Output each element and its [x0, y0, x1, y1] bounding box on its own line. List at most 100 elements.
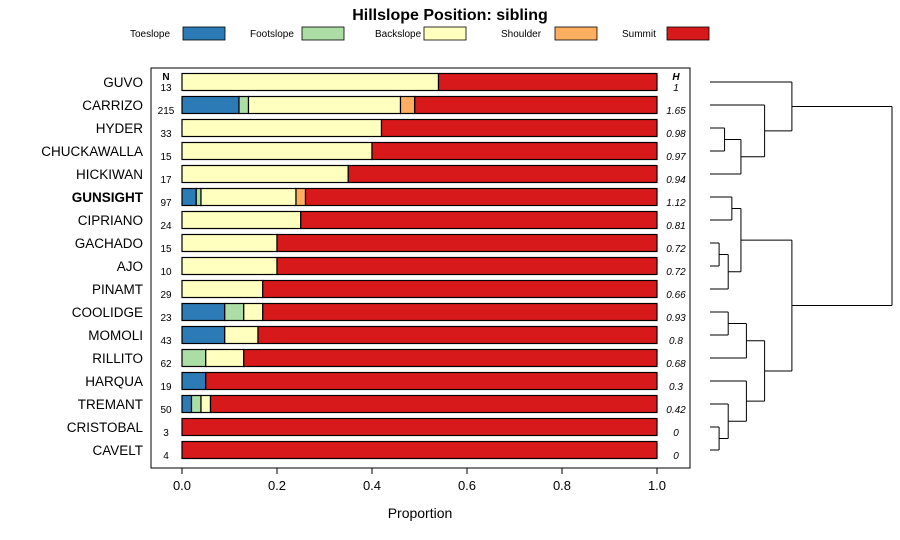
row-label-cipriano: CIPRIANO — [78, 213, 143, 228]
bar-segment-hickiwan-backslope — [181, 164, 349, 184]
n-value-momoli: 43 — [160, 336, 172, 347]
bar-segment-gachado-summit — [276, 233, 658, 253]
h-values: 1 1.65 0.98 0.97 0.94 1.12 0.81 0.72 0.72 0.66 0.9… — [666, 83, 686, 462]
bar-segment-ajo-summit — [276, 256, 658, 276]
row-label-momoli: MOMOLI — [88, 328, 143, 343]
n-value-ajo: 10 — [160, 267, 172, 278]
bar-segment-pinamt-summit — [262, 279, 658, 299]
row-label-carrizo: CARRIZO — [82, 98, 143, 113]
plot-border — [150, 67, 691, 469]
h-value-ajo: 0.72 — [666, 267, 686, 278]
bar-row-harqua — [181, 371, 658, 391]
dendrogram-link-15 — [791, 105, 893, 307]
h-value-hyder: 0.98 — [666, 129, 686, 140]
bar-row-momoli — [181, 325, 658, 345]
h-value-gachado: 0.72 — [666, 244, 686, 255]
x-tick-label-2: 0.4 — [363, 478, 381, 493]
n-value-coolidge: 23 — [160, 313, 172, 324]
h-value-hickiwan: 0.94 — [666, 175, 686, 186]
n-value-gunsight: 97 — [160, 198, 172, 209]
bar-segment-tremant-backslope — [200, 394, 212, 414]
n-column-header: N — [162, 72, 169, 83]
n-value-carrizo: 215 — [158, 106, 175, 117]
bar-row-rillito — [181, 348, 658, 368]
bar-segment-tremant-summit — [209, 394, 658, 414]
n-value-hyder: 33 — [160, 129, 172, 140]
row-label-gunsight: GUNSIGHT — [72, 190, 144, 205]
x-tick-label-4: 0.8 — [553, 478, 571, 493]
bar-row-cipriano — [181, 210, 658, 230]
h-value-carrizo: 1.65 — [666, 106, 686, 117]
bar-segment-coolidge-footslope — [224, 302, 245, 322]
row-label-chuckawalla: CHUCKAWALLA — [41, 144, 143, 159]
bar-row-tremant — [181, 394, 658, 414]
bar-segment-gunsight-backslope — [200, 187, 297, 207]
bars — [181, 72, 658, 460]
n-values: 13 215 33 15 17 97 24 15 10 29 23 43 62 19 50 3 4 — [158, 83, 175, 462]
n-value-gachado: 15 — [160, 244, 172, 255]
dendrogram-link-13 — [746, 340, 766, 402]
bar-segment-coolidge-backslope — [243, 302, 264, 322]
bar-row-cristobal — [181, 417, 658, 437]
n-value-chuckawalla: 15 — [160, 152, 172, 163]
dendrogram-link-6 — [710, 196, 733, 221]
bar-row-guvo — [181, 72, 658, 92]
bar-segment-carrizo-backslope — [247, 95, 402, 115]
chart-title: Hillslope Position: sibling — [352, 7, 548, 24]
dendrogram-link-2 — [710, 104, 766, 158]
h-value-harqua: 0.3 — [669, 382, 683, 393]
h-value-guvo: 1 — [673, 83, 679, 94]
bar-segment-coolidge-toeslope — [181, 302, 226, 322]
h-value-rillito: 0.68 — [666, 359, 686, 370]
legend-swatch-footslope — [301, 26, 345, 41]
bar-segment-pinamt-backslope — [181, 279, 264, 299]
n-value-cavelt: 4 — [163, 451, 169, 462]
bar-row-coolidge — [181, 302, 658, 322]
legend-label-shoulder: Shoulder — [501, 29, 542, 40]
bar-segment-cavelt-summit — [181, 440, 658, 460]
h-value-cipriano: 0.81 — [666, 221, 685, 232]
bar-row-gachado — [181, 233, 658, 253]
n-value-cipriano: 24 — [160, 221, 172, 232]
bar-segment-gunsight-footslope — [195, 187, 202, 207]
bar-row-gunsight — [181, 187, 658, 207]
bar-segment-hyder-summit — [380, 118, 658, 138]
bar-row-carrizo — [181, 95, 658, 115]
dendrogram-link-0 — [710, 127, 726, 152]
n-value-hickiwan: 17 — [160, 175, 172, 186]
dendrogram-link-10 — [710, 426, 720, 451]
bar-segment-gunsight-toeslope — [181, 187, 197, 207]
bar-segment-rillito-footslope — [181, 348, 207, 368]
n-value-cristobal: 3 — [163, 428, 169, 439]
bar-segment-harqua-summit — [205, 371, 658, 391]
row-labels: GUVO CARRIZO HYDER CHUCKAWALLA HICKIWAN GUNSI… — [41, 75, 144, 458]
bar-segment-momoli-backslope — [224, 325, 259, 345]
bar-segment-rillito-summit — [243, 348, 658, 368]
bar-segment-chuckawalla-summit — [371, 141, 658, 161]
n-value-pinamt: 29 — [160, 290, 172, 301]
bar-segment-gachado-backslope — [181, 233, 278, 253]
bar-segment-rillito-backslope — [205, 348, 245, 368]
legend-swatch-shoulder — [554, 26, 598, 41]
legend-label-footslope: Footslope — [250, 29, 294, 40]
row-label-ajo: AJO — [117, 259, 143, 274]
row-label-coolidge: COOLIDGE — [72, 305, 143, 320]
bar-segment-carrizo-summit — [414, 95, 658, 115]
n-value-tremant: 50 — [160, 405, 172, 416]
row-label-tremant: TREMANT — [78, 397, 143, 412]
bar-row-ajo — [181, 256, 658, 276]
bar-segment-momoli-summit — [257, 325, 658, 345]
n-value-guvo: 13 — [160, 83, 172, 94]
bar-row-hickiwan — [181, 164, 658, 184]
legend-swatch-backslope — [423, 26, 467, 41]
dendrogram-link-8 — [710, 311, 729, 336]
row-label-hickiwan: HICKIWAN — [76, 167, 143, 182]
bar-segment-gunsight-summit — [304, 187, 658, 207]
n-value-harqua: 19 — [160, 382, 172, 393]
x-tick-label-5: 1.0 — [648, 478, 666, 493]
row-label-gachado: GACHADO — [75, 236, 143, 251]
h-value-cristobal: 0 — [673, 428, 679, 439]
legend-label-summit: Summit — [622, 29, 656, 40]
